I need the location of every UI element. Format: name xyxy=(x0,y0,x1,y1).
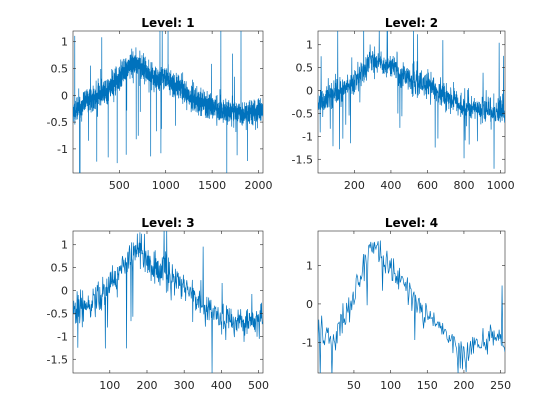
subplot-title: Level: 3 xyxy=(141,216,194,230)
x-tick-label: 400 xyxy=(380,179,401,192)
y-tick-label: 0.5 xyxy=(296,62,314,75)
x-tick-label: 100 xyxy=(99,379,120,392)
x-tick-label: 800 xyxy=(454,179,475,192)
y-tick-label: 0.5 xyxy=(51,63,69,76)
subplot-title: Level: 2 xyxy=(385,16,438,30)
y-tick-label: 0 xyxy=(306,298,313,311)
y-tick-label: 1 xyxy=(306,260,313,273)
signal-series xyxy=(318,240,505,373)
y-tick-label: -1 xyxy=(57,143,68,156)
y-tick-label: -0.5 xyxy=(292,107,313,120)
x-tick-label: 500 xyxy=(109,179,130,192)
x-tick-label: 1000 xyxy=(487,179,515,192)
x-tick-label: 600 xyxy=(417,179,438,192)
y-tick-label: -1 xyxy=(302,336,313,349)
y-tick-label: 0 xyxy=(61,285,68,298)
y-tick-label: -1 xyxy=(302,130,313,143)
subplot-level-4: Level: 4 50 100 150 200 250 -1 0 1 xyxy=(302,216,511,392)
y-tick-label: 1 xyxy=(306,39,313,52)
signal-series xyxy=(73,31,263,173)
subplot-level-2: Level: 2 200 400 600 800 1000 -1.5 -1 -0.5 0 0.5 1 xyxy=(292,16,515,192)
y-tick-label: -0.5 xyxy=(47,307,68,320)
x-tick-label: 500 xyxy=(248,379,269,392)
x-tick-label: 200 xyxy=(136,379,157,392)
x-tick-label: 50 xyxy=(347,379,361,392)
y-tick-label: 0 xyxy=(61,89,68,102)
x-tick-label: 200 xyxy=(344,179,365,192)
y-tick-label: 1 xyxy=(61,36,68,49)
x-tick-label: 100 xyxy=(380,379,401,392)
y-tick-label: 1 xyxy=(61,239,68,252)
subplot-title: Level: 4 xyxy=(385,216,438,230)
x-tick-label: 300 xyxy=(174,379,195,392)
subplot-level-3: Level: 3 100 200 300 400 500 -1.5 -1 -0.5 0 0.5 1 xyxy=(47,216,270,392)
signal-series xyxy=(318,31,505,169)
x-tick-label: 1500 xyxy=(198,179,226,192)
y-tick-label: -1 xyxy=(57,330,68,343)
y-tick-label: -0.5 xyxy=(47,116,68,129)
x-tick-label: 250 xyxy=(490,379,511,392)
x-tick-label: 200 xyxy=(453,379,474,392)
y-tick-label: -1.5 xyxy=(292,153,313,166)
subplot-title: Level: 1 xyxy=(141,16,194,30)
y-tick-label: -1.5 xyxy=(47,353,68,366)
y-tick-label: 0 xyxy=(306,85,313,98)
subplot-level-1: Level: 1 500 1000 1500 2000 -1 -0.5 0 0.5 1 xyxy=(47,16,273,192)
x-tick-label: 400 xyxy=(211,379,232,392)
y-tick-label: 0.5 xyxy=(51,262,69,275)
x-tick-label: 1000 xyxy=(152,179,180,192)
x-tick-label: 150 xyxy=(417,379,438,392)
x-tick-label: 2000 xyxy=(245,179,273,192)
signal-series xyxy=(73,231,263,373)
